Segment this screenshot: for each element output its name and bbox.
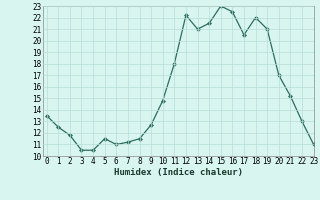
X-axis label: Humidex (Indice chaleur): Humidex (Indice chaleur) bbox=[114, 168, 243, 177]
